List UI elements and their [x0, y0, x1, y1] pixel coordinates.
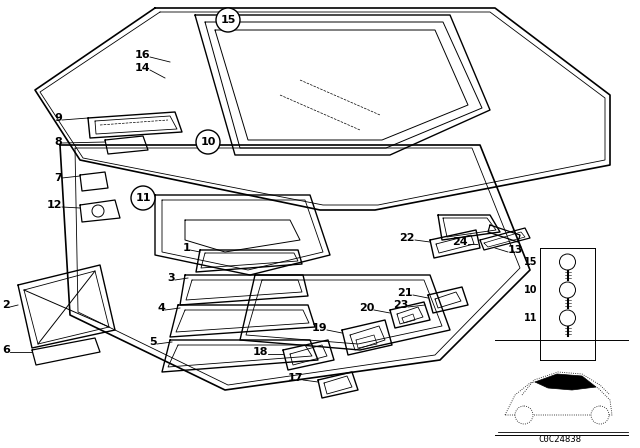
Text: 23: 23 [392, 300, 408, 310]
Text: 19: 19 [312, 323, 327, 333]
Circle shape [591, 406, 609, 424]
Text: 4: 4 [157, 303, 165, 313]
Text: 22: 22 [399, 233, 415, 243]
Text: 17: 17 [287, 373, 303, 383]
Circle shape [131, 186, 155, 210]
Circle shape [216, 8, 240, 32]
Circle shape [559, 282, 575, 298]
Text: 2: 2 [3, 300, 10, 310]
Circle shape [515, 406, 533, 424]
Text: 16: 16 [134, 50, 150, 60]
Text: 10: 10 [200, 137, 216, 147]
Text: 18: 18 [253, 347, 268, 357]
Text: 21: 21 [397, 288, 413, 298]
Text: 12: 12 [47, 200, 62, 210]
Text: 5: 5 [149, 337, 157, 347]
Text: 11: 11 [135, 193, 151, 203]
Text: 7: 7 [54, 173, 62, 183]
Text: 10: 10 [524, 285, 537, 295]
Text: 24: 24 [452, 237, 468, 247]
Text: 15: 15 [220, 15, 236, 25]
Polygon shape [535, 374, 596, 390]
Text: 11: 11 [524, 313, 537, 323]
Text: 1: 1 [182, 243, 190, 253]
Text: 3: 3 [168, 273, 175, 283]
Text: 15: 15 [524, 257, 537, 267]
Text: 14: 14 [134, 63, 150, 73]
Text: 6: 6 [2, 345, 10, 355]
Text: 13: 13 [508, 245, 524, 255]
Circle shape [92, 205, 104, 217]
Circle shape [559, 254, 575, 270]
Text: 9: 9 [54, 113, 62, 123]
Text: C0C24838: C0C24838 [538, 435, 582, 444]
Text: 20: 20 [358, 303, 374, 313]
Text: 8: 8 [54, 137, 62, 147]
Circle shape [559, 310, 575, 326]
Circle shape [196, 130, 220, 154]
